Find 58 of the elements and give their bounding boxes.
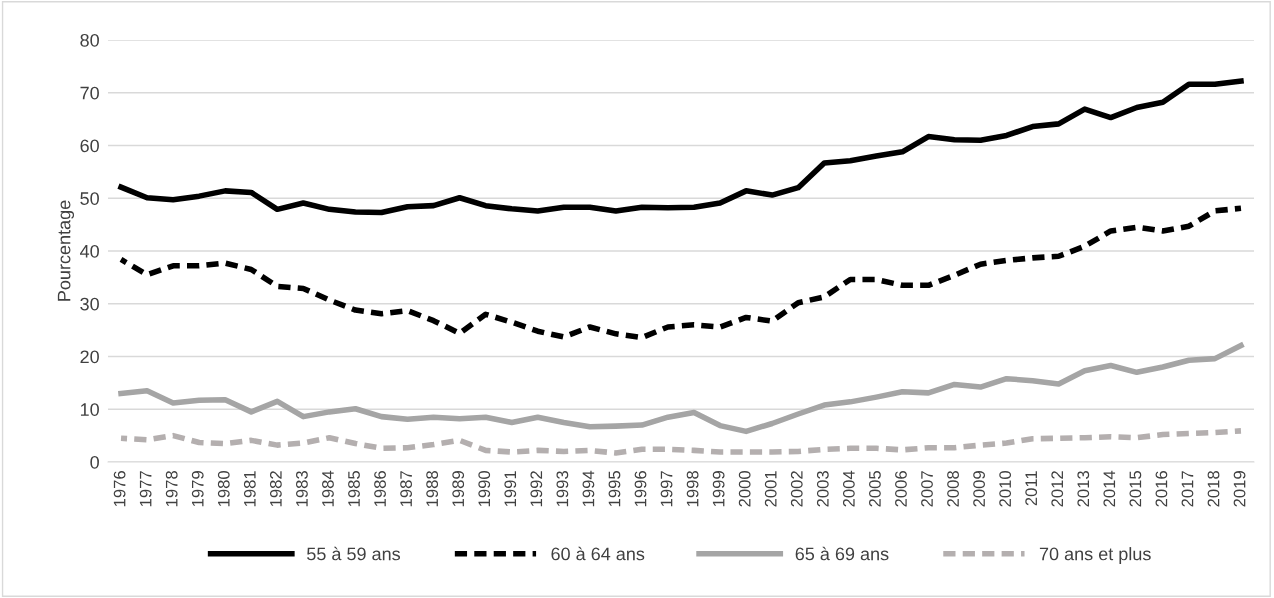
x-tick-label: 2013 [1077,471,1090,507]
x-tick-label: 2010 [999,470,1012,507]
x-tick-label: 1993 [556,471,569,507]
x-tick-label: 2017 [1181,471,1194,507]
y-tick-label: 20 [80,350,99,364]
x-tick-label: 1988 [426,471,439,507]
x-tick-label: 2016 [1155,471,1168,507]
legend-label: 65 à 69 ans [795,546,889,561]
x-tick-label: 2002 [790,471,803,507]
x-tick-label: 1981 [243,471,256,507]
x-tick-label: 1991 [504,471,517,507]
x-tick-label: 2005 [869,471,881,507]
legend-label: 55 à 59 ans [307,546,401,561]
x-tick-label: 1984 [322,470,334,507]
x-tick-label: 1990 [478,470,491,507]
x-tick-label: 2008 [947,471,959,507]
x-tick-label: 2000 [738,470,751,507]
x-tick-label: 2011 [1025,471,1038,506]
x-tick-label: 1998 [686,471,699,507]
x-tick-label: 1995 [608,471,621,507]
x-tick-label: 1999 [712,471,725,507]
x-tick-label: 1985 [348,471,360,507]
x-tick-label: 1989 [452,471,465,507]
y-tick-label: 70 [80,86,99,100]
y-tick-label: 30 [80,297,99,311]
x-tick-label: 2019 [1233,471,1246,507]
x-tick-label: 2004 [842,470,855,507]
x-tick-label: 1996 [634,471,647,507]
x-tick-label: 2012 [1051,471,1064,507]
x-tick-label: 1978 [165,471,178,507]
x-tick-label: 2014 [1103,470,1116,507]
y-tick-label: 0 [90,455,99,469]
x-tick-label: 1979 [191,471,204,507]
legend-label: 70 ans et plus [1039,547,1151,564]
x-tick-label: 1997 [660,471,673,507]
x-tick-label: 1983 [296,471,308,507]
y-tick-label: 80 [80,33,99,47]
x-tick-label: 1977 [139,471,152,507]
y-tick-label: 50 [80,192,99,205]
x-tick-label: 2007 [921,471,933,507]
x-tick-label: 2003 [816,471,829,507]
x-tick-label: 1987 [400,471,412,507]
y-tick-label: 40 [80,244,99,258]
y-tick-label: 10 [80,403,99,416]
x-tick-label: 1986 [374,471,386,507]
x-tick-label: 2001 [764,471,777,507]
x-tick-label: 1976 [113,471,126,507]
legend-label: 60 à 64 ans [551,546,645,561]
x-tick-label: 1982 [269,471,282,507]
x-tick-label: 2018 [1207,471,1220,507]
x-tick-label: 2015 [1129,471,1142,507]
x-tick-label: 2009 [973,471,985,507]
y-tick-label: 60 [80,139,99,153]
y-axis-title: Pourcentage [57,200,75,301]
x-tick-label: 1992 [530,471,543,507]
x-tick-label: 1994 [582,470,595,507]
x-tick-label: 2006 [895,471,907,507]
x-tick-label: 1980 [217,470,230,507]
